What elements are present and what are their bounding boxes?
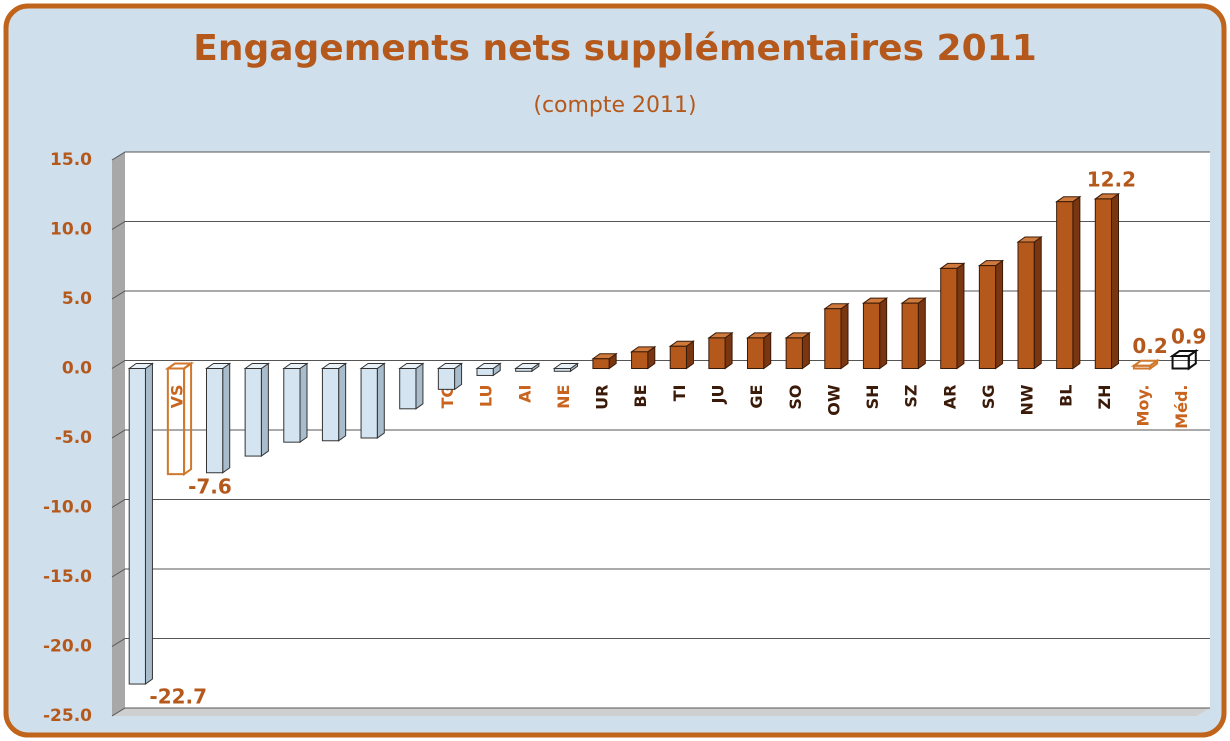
bar [785,337,803,370]
bar [476,368,494,376]
grid-line [111,707,1210,717]
y-tick-label: 0.0 [62,359,92,379]
bar [1017,241,1035,369]
plot-wall [112,152,1210,716]
data-label: 12.2 [1087,167,1136,191]
data-label: 0.9 [1171,324,1206,348]
bar [515,368,533,372]
bar [244,368,262,457]
x-tick-label: NE [554,385,573,409]
x-tick-label: ZH [1095,385,1114,410]
y-tick-label: -25.0 [43,706,92,726]
x-tick-label: SH [863,385,882,410]
grid-line [111,290,1210,300]
bar-side [917,297,926,370]
bar-side [956,262,965,370]
plot-floor [112,708,1210,716]
chart-title: Engagements nets supplémentaires 2011 [193,28,1037,69]
y-tick-label: -15.0 [43,567,92,587]
x-tick-label: SO [786,385,805,410]
y-tick-label: 15.0 [50,150,92,170]
bar-side [840,302,849,370]
bar [1132,364,1152,370]
bar-side [260,362,269,458]
grid-line [111,151,1210,161]
y-tick-label: -10.0 [43,498,92,518]
grid-line [111,429,1210,439]
grid-line [111,499,1210,508]
y-tick-label: 10.0 [50,220,92,240]
bar [553,368,572,372]
bar-side [415,362,424,410]
x-tick-label: VS [167,385,186,409]
x-tick-label: OW [824,384,843,416]
bar [901,302,919,370]
bar-side [222,362,231,474]
bar [128,368,146,685]
x-tick-label: UR [593,385,612,410]
bar [978,265,997,370]
x-tick-label: BE [631,385,650,408]
data-label: -22.7 [149,685,207,709]
bar-side [299,362,308,444]
bar-side [763,331,772,370]
x-tick-label: NW [1018,384,1037,415]
x-tick-label: SG [979,385,998,410]
bar-side [1111,192,1120,370]
x-tick-label: AR [940,385,959,410]
bar [631,351,649,370]
bar [1094,198,1113,369]
grid-line [111,638,1210,647]
x-tick-label: BL [1056,385,1075,407]
bar [708,337,726,370]
bar-side [376,362,385,439]
bar [166,367,186,476]
bar [862,302,881,370]
bar-side [144,362,153,686]
x-tick-label: TG [438,385,457,409]
data-label: -7.6 [188,475,232,499]
bar [824,308,842,370]
bar [1056,201,1074,369]
bar-side [995,259,1004,370]
grid-line [111,221,1210,230]
x-tick-label: GE [747,385,766,409]
chart-subtitle: (compte 2011) [533,93,696,118]
bar-side [724,331,733,370]
bar-side [1033,236,1042,370]
bar-side [1072,195,1081,370]
grid-line [111,568,1210,578]
bar-side [879,297,888,370]
bar [321,368,340,442]
x-tick-label: SZ [902,385,921,408]
bar [592,358,610,369]
bar [1171,354,1190,370]
bar [940,267,958,370]
bar [437,368,456,390]
bar [283,368,301,443]
x-tick-label: Moy. [1134,385,1153,427]
x-tick-label: AI [515,385,534,403]
y-tick-label: 5.0 [62,289,92,309]
bar [399,368,417,410]
y-tick-label: -20.0 [43,637,92,657]
bar [746,337,765,370]
x-tick-label: Méd. [1172,385,1191,429]
x-tick-label: TI [670,385,689,402]
y-tick-label: -5.0 [55,428,92,448]
bar-side [801,331,810,370]
bar [669,345,687,370]
x-tick-label: JU [708,385,727,405]
bar [205,368,224,474]
data-label: 0.2 [1132,334,1167,358]
bar [360,368,378,439]
x-tick-label: LU [477,385,496,408]
bar-side [338,362,347,442]
